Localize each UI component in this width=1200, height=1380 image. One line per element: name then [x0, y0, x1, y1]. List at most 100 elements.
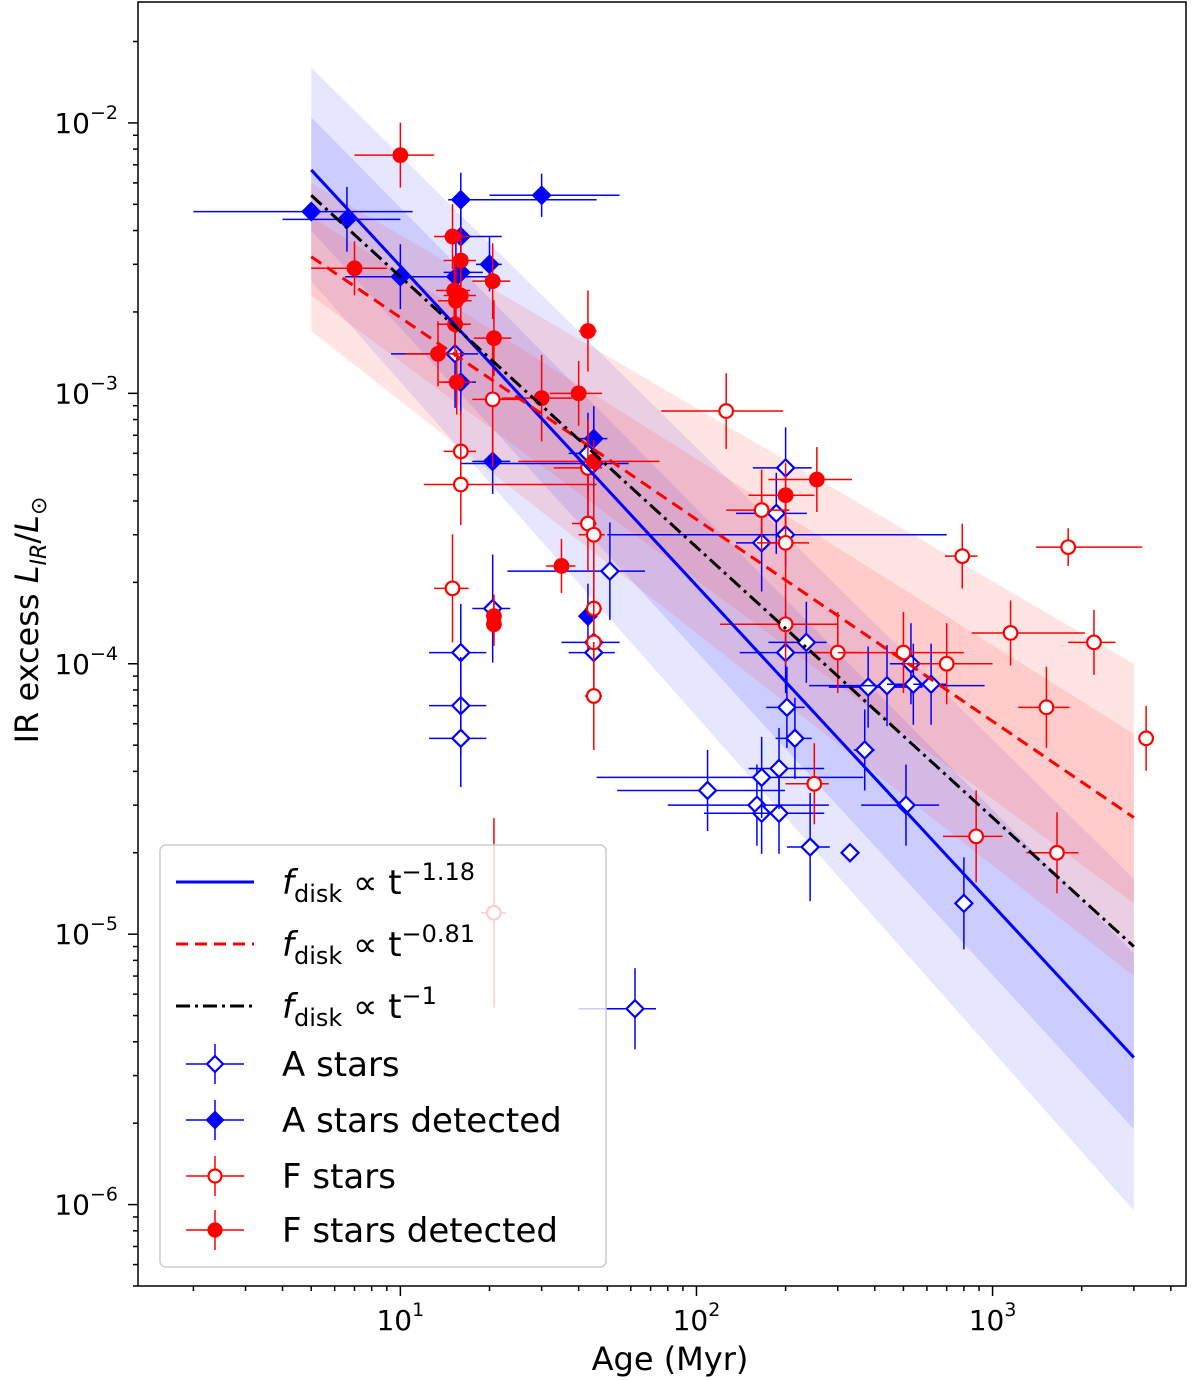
confidence-band-2 [311, 117, 1134, 1130]
f-stars-point [785, 743, 829, 825]
a-stars-detected-marker [301, 201, 322, 222]
legend-a-detected-label: A stars detected [282, 1101, 562, 1141]
legend-f-detected-label: F stars detected [282, 1211, 558, 1251]
f-stars-marker [938, 655, 955, 672]
f-stars-marker [1049, 844, 1065, 861]
f-stars-detected-point [311, 241, 387, 296]
a-stars-detected-point [193, 201, 413, 222]
f-stars-point [837, 612, 964, 694]
a-stars-marker [768, 803, 790, 824]
f-stars-marker [895, 644, 912, 661]
x-tick-label: 101 [376, 1299, 424, 1337]
y-tick-label: 10−2 [54, 102, 118, 140]
f-stars-detected-marker [808, 471, 825, 488]
a-stars-point [507, 522, 645, 620]
f-stars-marker [777, 534, 794, 551]
plot-frame [137, 1, 1187, 1287]
f-stars-point [1138, 705, 1155, 771]
f-stars-marker [1038, 699, 1055, 716]
f-stars-marker [1138, 730, 1155, 747]
a-stars-marker [624, 998, 646, 1019]
a-stars-marker [876, 675, 898, 696]
f-stars-detected-marker [777, 487, 794, 504]
a-stars-detected-point [489, 173, 620, 217]
legend: fdisk ∝ t−1.18 fdisk ∝ t−0.81 fdisk ∝ t−… [159, 844, 607, 1268]
f-stars-detected-point [768, 447, 852, 512]
f-stars-marker [1060, 539, 1077, 556]
f-stars-marker [585, 688, 602, 704]
f-stars-marker [1086, 634, 1102, 651]
y-tick-label: 10−4 [54, 643, 118, 681]
a-stars-point [828, 646, 923, 728]
f-stars-detected-point [578, 290, 597, 372]
f-stars-point [1068, 609, 1116, 675]
a-stars-point [775, 697, 812, 779]
f-stars-detected-marker [346, 260, 363, 277]
f-stars-detected-point [443, 263, 476, 328]
legend-f-detected-marker [186, 1210, 244, 1250]
f-stars-detected-marker [430, 345, 446, 362]
f-stars-marker [444, 580, 461, 597]
a-stars-marker [953, 893, 974, 914]
legend-a-stars-label: A stars [282, 1045, 400, 1085]
f-stars-detected-marker [444, 228, 461, 245]
a-stars-marker [796, 632, 817, 653]
f-stars-marker [452, 476, 469, 493]
f-stars-point [661, 373, 784, 449]
a-stars-point [853, 709, 875, 791]
f-stars-point [434, 534, 469, 643]
a-stars-point [839, 842, 861, 863]
a-stars-marker [921, 674, 942, 695]
y-tick-label: 10−3 [54, 372, 118, 410]
f-stars-point [971, 600, 1085, 666]
a-stars-point [748, 727, 825, 810]
y-tick-label: 10−6 [54, 1184, 118, 1222]
f-stars-detected-marker [553, 558, 570, 574]
f-stars-detected-point [549, 360, 603, 426]
y-tick-label: 10−5 [54, 913, 118, 951]
f-stars-point [572, 474, 597, 573]
f-stars-point [423, 443, 597, 526]
legend-fit-2-label: fdisk ∝ t−0.81 [282, 920, 475, 970]
a-stars-marker [776, 697, 797, 718]
a-stars-marker [839, 842, 861, 863]
f-stars-detected-point [486, 602, 502, 646]
f-stars-point [1026, 812, 1079, 894]
fit-line-2 [310, 255, 1135, 819]
f-stars-marker [718, 403, 735, 419]
x-tick-label: 102 [673, 1299, 721, 1337]
a-stars-point [768, 601, 827, 683]
f-stars-marker [753, 502, 770, 519]
a-stars-point [913, 643, 947, 725]
a-stars-marker [858, 677, 879, 698]
f-stars-detected-marker [486, 330, 502, 347]
f-stars-point [584, 641, 603, 751]
a-stars-point [786, 792, 830, 902]
legend-a-detected-marker [186, 1100, 244, 1140]
f-stars-point [903, 623, 993, 705]
f-stars-point [726, 469, 790, 551]
a-stars-marker [854, 739, 875, 761]
a-stars-marker [751, 767, 772, 788]
f-stars-point [1018, 666, 1070, 748]
a-stars-marker [784, 728, 805, 749]
f-stars-detected-point [472, 243, 511, 319]
f-stars-point [942, 790, 1003, 883]
f-stars-marker [806, 775, 823, 792]
fit-line-3 [310, 194, 1135, 948]
confidence-band-1 [311, 67, 1134, 1211]
a-stars-point [736, 472, 807, 554]
a-stars-marker [450, 728, 471, 749]
fit-line-1 [310, 168, 1135, 1059]
a-stars-point [429, 689, 487, 787]
f-stars-marker [585, 526, 602, 543]
a-stars-marker [768, 758, 790, 779]
a-stars-detected-point [448, 172, 597, 227]
f-stars-marker [1002, 625, 1019, 641]
f-stars-detected-point [434, 204, 469, 270]
f-stars-detected-marker [392, 147, 409, 164]
f-stars-detected-marker [570, 385, 587, 402]
f-stars-detected-point [438, 349, 473, 415]
a-stars-detected-marker [479, 254, 500, 275]
